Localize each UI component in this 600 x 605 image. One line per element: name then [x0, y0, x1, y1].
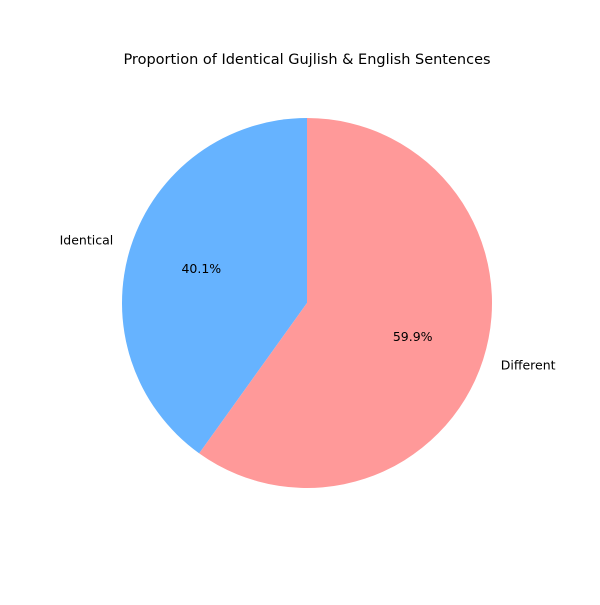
pie-slices [122, 118, 493, 488]
pie-slice-identical [122, 118, 307, 454]
slice-percent-different: 59.9% [393, 329, 433, 344]
slice-label-different: Different [501, 357, 556, 372]
slice-label-identical: Identical [60, 233, 114, 248]
slice-percent-identical: 40.1% [181, 261, 221, 276]
pie-labels: Identical 40.1% Different 59.9% [60, 233, 556, 373]
chart-title: Proportion of Identical Gujlish & Englis… [123, 52, 490, 68]
pie-slice-different [199, 118, 493, 488]
